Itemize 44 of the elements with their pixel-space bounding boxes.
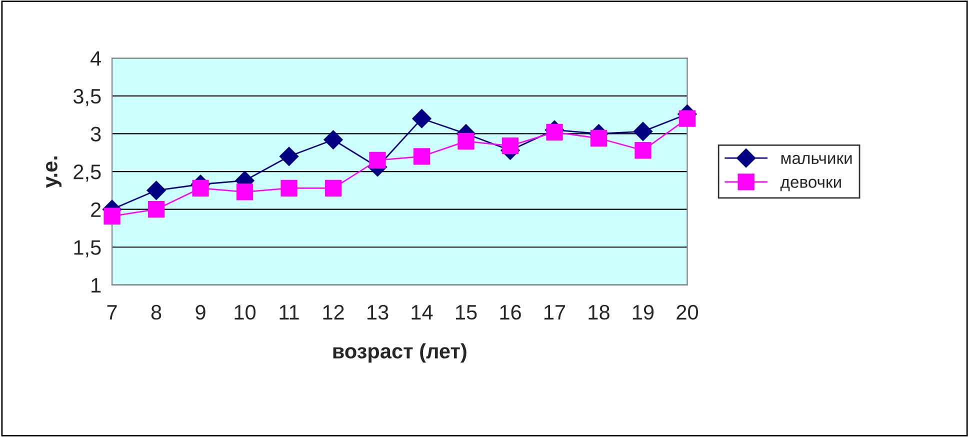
y-tick-label: 2,5: [74, 164, 101, 182]
point: [369, 152, 386, 169]
y-tick-label: 3,5: [73, 88, 101, 106]
x-tick-label: 11: [280, 305, 299, 320]
point: [146, 180, 166, 200]
x-tick-label: 7: [107, 305, 117, 320]
legend-label: мальчики: [781, 154, 852, 164]
point: [280, 180, 298, 196]
y-axis-title: у.е.: [46, 156, 62, 188]
point: [458, 132, 474, 150]
point: [324, 130, 343, 150]
x-tick-label: 12: [323, 304, 344, 320]
x-tick-label: 17: [544, 305, 566, 320]
point: [633, 122, 653, 141]
x-tick-label: 9: [196, 304, 206, 320]
point: [502, 137, 519, 154]
point: [104, 208, 120, 224]
point: [279, 146, 299, 166]
x-tick-label: 10: [234, 304, 256, 320]
point: [413, 148, 430, 165]
x-tick-label: 20: [676, 304, 698, 320]
point: [546, 124, 563, 141]
x-tick-label: 8: [151, 304, 162, 320]
point: [634, 142, 652, 159]
x-tick-label: 19: [633, 304, 654, 320]
y-tick-label: 4: [90, 51, 102, 66]
x-tick-label: 13: [368, 304, 388, 320]
x-tick-label: 16: [500, 304, 521, 320]
x-tick-label: 15: [456, 305, 477, 320]
point: [590, 130, 608, 147]
y-tick-label: 1,5: [74, 240, 101, 258]
point: [236, 184, 254, 200]
point: [148, 200, 165, 218]
point: [678, 110, 696, 127]
y-tick-label: 1: [92, 278, 101, 292]
x-axis-title: возраст (лет): [333, 343, 466, 363]
point: [192, 180, 209, 196]
x-tick-label: 14: [412, 305, 433, 320]
x-tick-label: 18: [588, 304, 610, 320]
point: [412, 109, 432, 128]
y-tick-label: 3: [90, 126, 101, 142]
point: [324, 180, 342, 196]
legend-label: девочки: [780, 178, 841, 192]
y-tick-label: 2: [91, 202, 101, 217]
